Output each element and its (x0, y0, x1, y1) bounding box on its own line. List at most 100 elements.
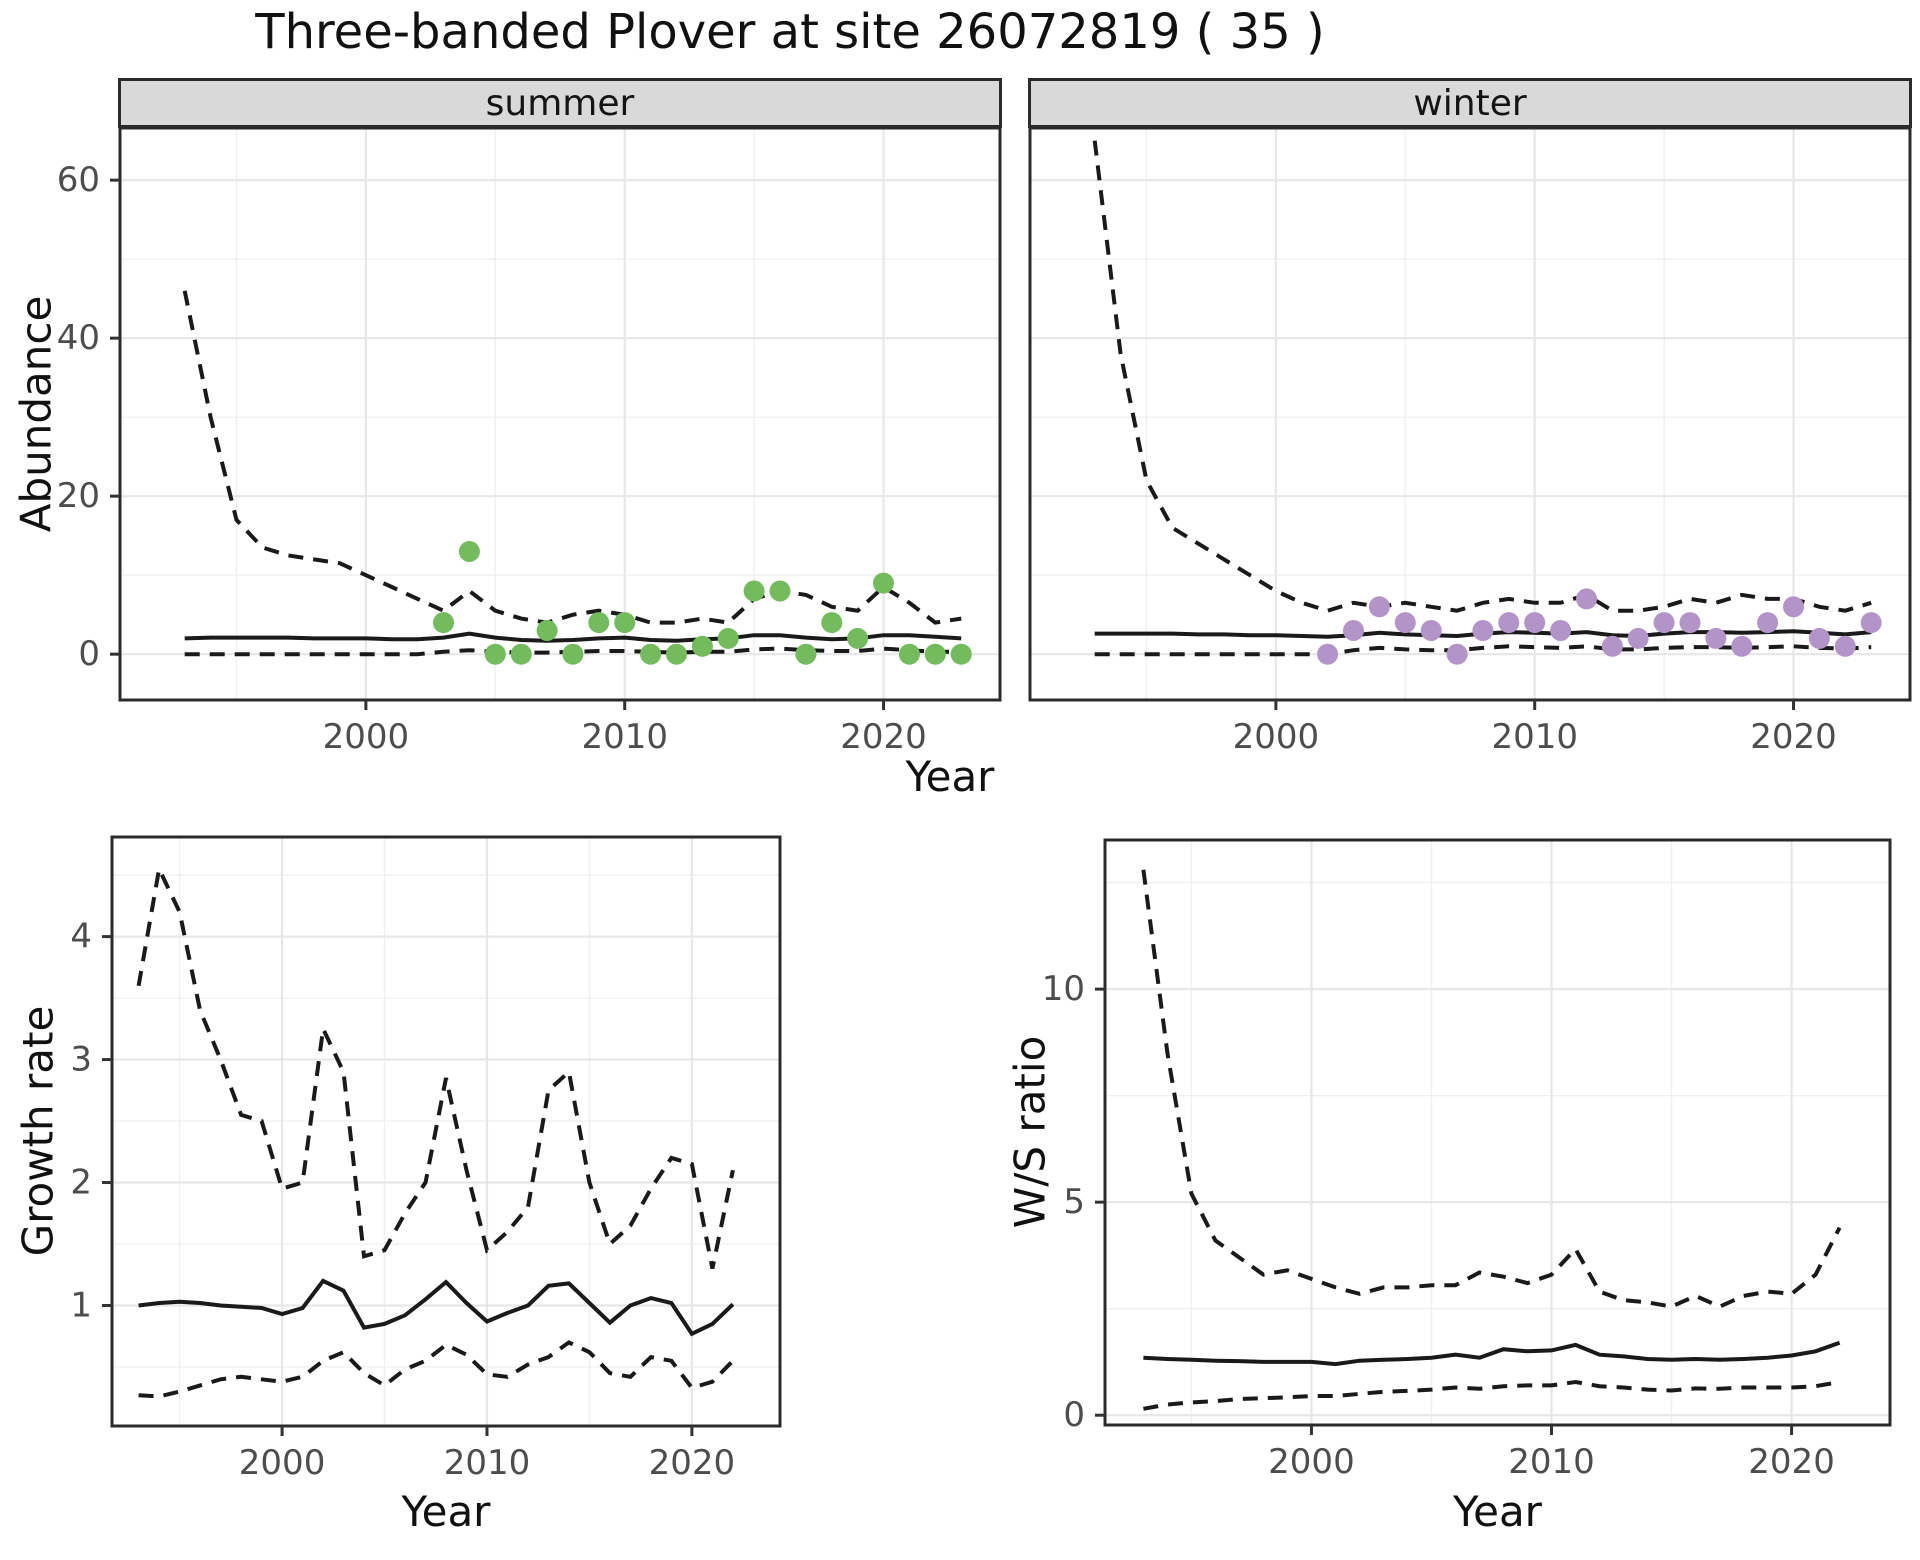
abundance-summer-mean-line (184, 631, 962, 643)
ws-ratio-x-tick-label: 2020 (1748, 1442, 1835, 1482)
abundance-summer-point (640, 643, 662, 665)
y-axis-title-ws-ratio: W/S ratio (1005, 1035, 1055, 1229)
abundance-summer-point (795, 643, 817, 665)
abundance-winter-x-tick-label: 2010 (1491, 717, 1578, 757)
abundance-summer-point (562, 643, 584, 665)
abundance-summer-point (873, 572, 894, 594)
abundance-winter-point (1601, 635, 1623, 657)
growth-rate-series (136, 862, 735, 1399)
x-axis-title-growth-rate: Year (401, 1487, 491, 1536)
abundance-winter-point (1472, 620, 1494, 641)
abundance-summer-panel: 2000 2010 2020 0 20 40 60 (57, 126, 1002, 757)
abundance-summer-point (821, 612, 843, 634)
facet-strip-summer: summer (118, 78, 1002, 128)
growth-rate-median-line (138, 1278, 735, 1337)
abundance-summer-y-tick-label: 60 (57, 160, 100, 200)
abundance-winter-upper95-line (1092, 140, 1872, 613)
abundance-winter-point (1783, 596, 1804, 618)
abundance-winter-point (1498, 612, 1520, 634)
abundance-winter-point (1446, 643, 1468, 665)
abundance-winter-point (1860, 612, 1882, 634)
abundance-summer-y-axis: 0 20 40 60 (57, 160, 120, 674)
abundance-summer-x-tick-label: 2010 (581, 717, 668, 757)
abundance-winter-point (1368, 596, 1390, 618)
abundance-summer-point (924, 643, 946, 665)
abundance-summer-point (510, 643, 532, 665)
abundance-winter-point (1757, 612, 1779, 634)
ws-ratio-x-tick-label: 2000 (1268, 1442, 1355, 1482)
growth-rate-grid-minor (112, 837, 780, 1426)
abundance-summer-point (769, 580, 791, 602)
growth-rate-border (110, 835, 782, 1428)
abundance-winter-point (1653, 612, 1675, 634)
abundance-winter-point (1679, 612, 1701, 634)
abundance-summer-point (433, 612, 454, 634)
abundance-winter-x-axis: 2000 2010 2020 (1233, 700, 1837, 757)
abundance-summer-y-tick-label: 0 (78, 634, 100, 674)
abundance-summer-x-tick-label: 2000 (323, 717, 410, 757)
abundance-winter-point (1576, 588, 1597, 610)
abundance-winter-x-tick-label: 2020 (1750, 717, 1837, 757)
abundance-summer-point (847, 627, 869, 649)
growth-rate-y-tick-label: 1 (70, 1285, 92, 1325)
abundance-summer-point (898, 643, 920, 665)
abundance-winter-point (1524, 612, 1546, 634)
y-axis-title-growth-rate: Growth rate (13, 1005, 63, 1257)
abundance-winter-point (1550, 620, 1572, 641)
abundance-summer-data-points (433, 541, 972, 665)
facet-strip-summer-label: summer (485, 82, 635, 124)
x-axis-title-ws-ratio: Year (1453, 1487, 1542, 1536)
abundance-summer-point (484, 643, 506, 665)
abundance-winter-point (1394, 612, 1416, 634)
abundance-winter-point (1731, 635, 1753, 657)
ws-ratio-panel: 2000 2010 2020 0 5 10 (1042, 838, 1892, 1482)
ws-ratio-x-tick-label: 2010 (1508, 1442, 1595, 1482)
abundance-summer-x-tick-label: 2020 (840, 717, 927, 757)
y-axis-title-abundance: Abundance (11, 295, 61, 533)
x-axis-title-top: Year (905, 752, 995, 801)
abundance-winter-point (1420, 620, 1442, 641)
abundance-winter-data-points (1317, 588, 1882, 665)
growth-rate-panel: 2000 2010 2020 1 2 3 4 (70, 835, 782, 1483)
abundance-summer-y-tick-label: 40 (57, 318, 100, 358)
growth-rate-y-axis: 1 2 3 4 (70, 917, 112, 1325)
abundance-summer-point (743, 580, 765, 602)
abundance-summer-point (666, 643, 687, 665)
ws-ratio-y-tick-label: 5 (1063, 1182, 1085, 1222)
abundance-summer-upper95-line (182, 290, 962, 625)
growth-rate-y-tick-label: 4 (70, 917, 92, 957)
abundance-summer-point (691, 635, 713, 657)
abundance-winter-point (1343, 620, 1364, 641)
ws-ratio-y-tick-label: 0 (1063, 1395, 1085, 1435)
abundance-winter-x-tick-label: 2000 (1233, 717, 1320, 757)
abundance-summer-point (588, 612, 610, 634)
ws-ratio-grid-major (1105, 840, 1890, 1425)
abundance-summer-point (536, 620, 558, 641)
growth-rate-x-tick-label: 2010 (444, 1443, 531, 1483)
abundance-winter-point (1834, 635, 1856, 657)
abundance-winter-point (1317, 643, 1339, 665)
ws-ratio-y-axis: 0 5 10 (1042, 969, 1105, 1435)
abundance-winter-panel: 2000 2010 2020 (1028, 126, 1912, 757)
facet-strip-winter-label: winter (1413, 82, 1527, 124)
abundance-summer-point (717, 627, 739, 649)
abundance-summer-point (950, 643, 972, 665)
ws-ratio-x-axis: 2000 2010 2020 (1268, 1425, 1835, 1482)
abundance-summer-y-tick-label: 20 (57, 476, 100, 516)
growth-rate-x-axis: 2000 2010 2020 (239, 1426, 735, 1483)
abundance-winter-lower95-line (1094, 644, 1872, 657)
abundance-winter-grid-major (1030, 128, 1910, 700)
facet-strip-winter: winter (1028, 78, 1912, 128)
ws-ratio-border (1103, 838, 1892, 1427)
abundance-winter-point (1808, 627, 1830, 649)
abundance-summer-point (614, 612, 636, 634)
growth-rate-y-tick-label: 3 (70, 1040, 92, 1080)
ws-ratio-series (1141, 869, 1842, 1411)
abundance-summer-point (458, 541, 480, 562)
ws-ratio-upper95-line (1141, 869, 1842, 1309)
abundance-winter-point (1627, 627, 1649, 649)
abundance-summer-grid-minor (120, 128, 1000, 700)
growth-rate-upper95-line (136, 862, 735, 1270)
abundance-summer-border (118, 126, 1002, 702)
